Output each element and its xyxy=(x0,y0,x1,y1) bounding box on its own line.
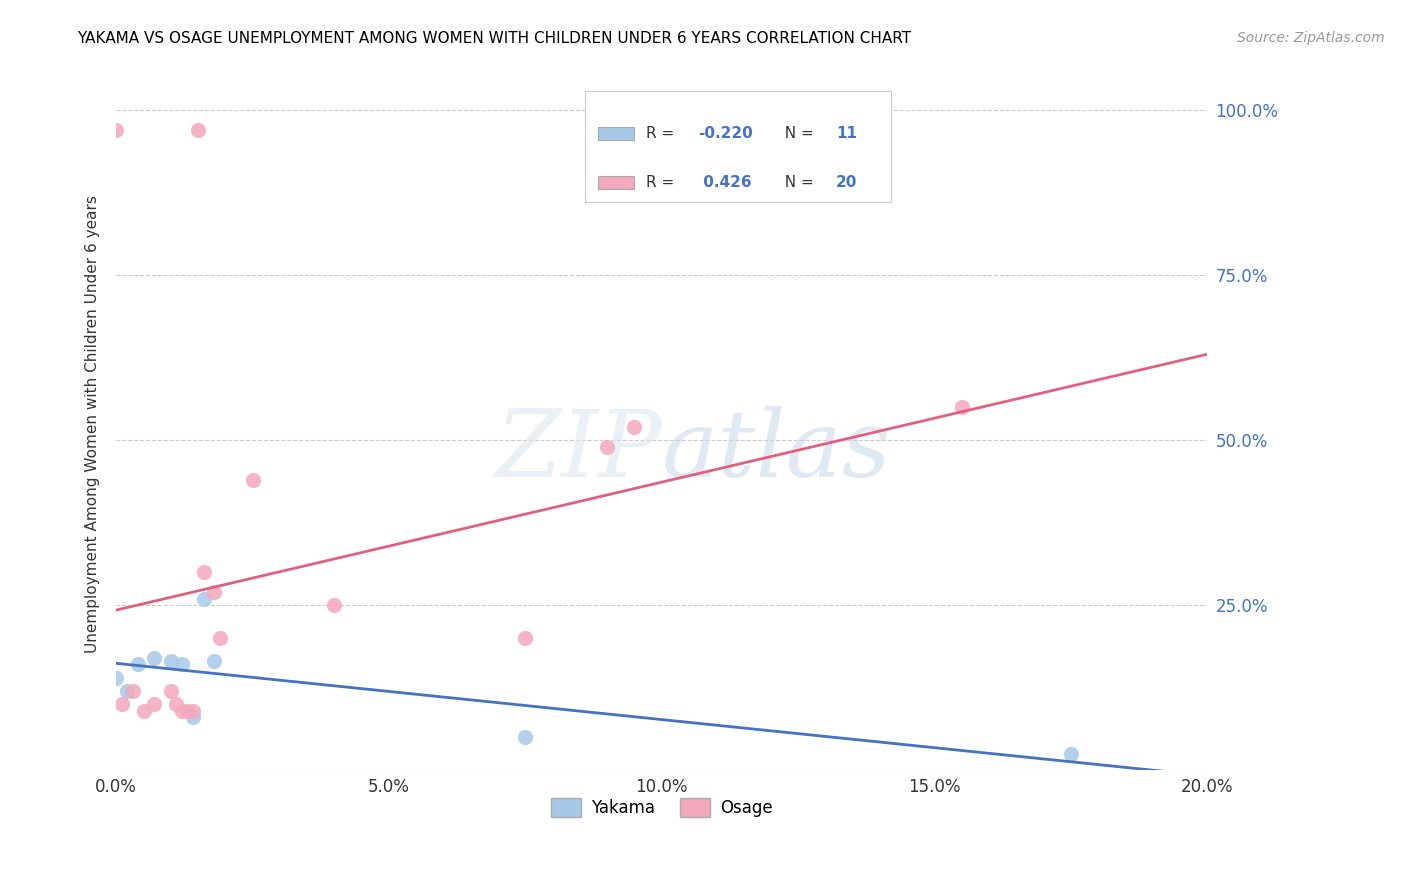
Text: YAKAMA VS OSAGE UNEMPLOYMENT AMONG WOMEN WITH CHILDREN UNDER 6 YEARS CORRELATION: YAKAMA VS OSAGE UNEMPLOYMENT AMONG WOMEN… xyxy=(77,31,911,46)
Point xyxy=(323,598,346,612)
Text: atlas: atlas xyxy=(662,407,891,497)
Point xyxy=(159,654,181,668)
Point xyxy=(170,657,193,672)
Y-axis label: Unemployment Among Women with Children Under 6 years: Unemployment Among Women with Children U… xyxy=(86,194,100,653)
Text: ZIP: ZIP xyxy=(495,407,662,497)
Legend: Yakama, Osage: Yakama, Osage xyxy=(544,791,779,824)
Point xyxy=(181,710,204,724)
Point xyxy=(105,123,128,137)
Point xyxy=(193,591,215,606)
Point xyxy=(242,473,264,487)
Text: Source: ZipAtlas.com: Source: ZipAtlas.com xyxy=(1237,31,1385,45)
Point xyxy=(204,585,226,599)
Point xyxy=(132,704,155,718)
Point xyxy=(111,697,134,711)
Point xyxy=(193,565,215,579)
Point xyxy=(143,697,166,711)
Point xyxy=(170,704,193,718)
Point xyxy=(515,730,537,744)
Point xyxy=(596,440,619,454)
Point xyxy=(950,401,973,415)
Point xyxy=(159,683,181,698)
Point xyxy=(623,420,645,434)
Point xyxy=(176,704,198,718)
Point xyxy=(143,651,166,665)
Point xyxy=(165,697,187,711)
Point xyxy=(115,683,138,698)
Point xyxy=(181,704,204,718)
Point xyxy=(208,631,231,645)
Point xyxy=(105,671,128,685)
Point xyxy=(1060,747,1083,761)
Point xyxy=(515,631,537,645)
Point xyxy=(187,123,209,137)
Point xyxy=(121,683,143,698)
Point xyxy=(204,654,226,668)
Point xyxy=(127,657,149,672)
